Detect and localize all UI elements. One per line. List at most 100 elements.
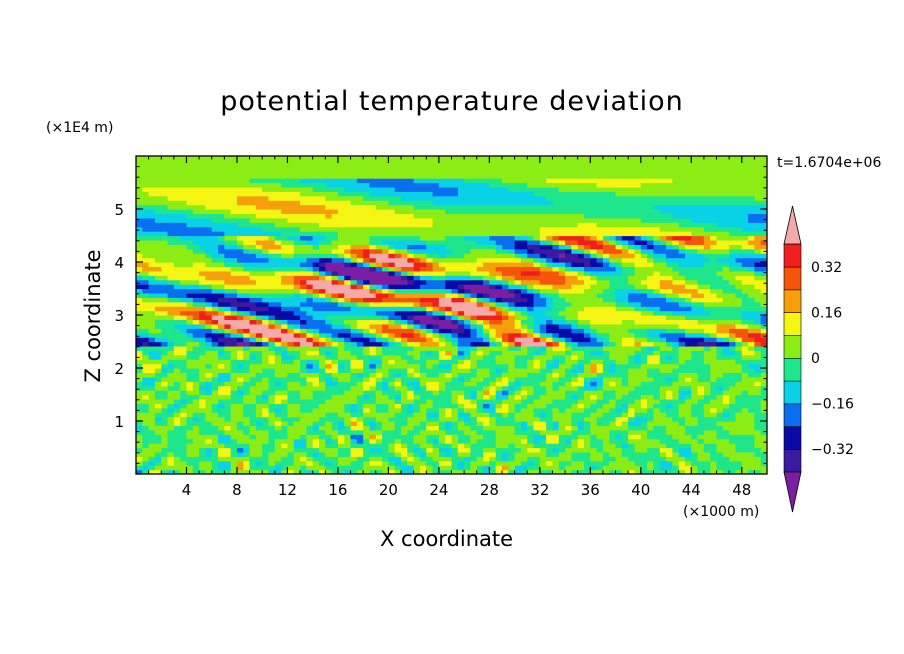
contour-cell (464, 292, 472, 298)
contour-cell (382, 376, 389, 382)
contour-cell (167, 270, 175, 276)
contour-cell (577, 292, 585, 298)
contour-cell (419, 443, 427, 449)
contour-cell (596, 372, 604, 378)
contour-cell (501, 297, 509, 303)
contour-cell (287, 465, 295, 471)
contour-cell (653, 301, 661, 307)
contour-cell (615, 381, 623, 387)
contour-cell (382, 345, 389, 351)
contour-cell (255, 359, 263, 365)
contour-cell (306, 266, 314, 272)
contour-cell (407, 275, 415, 281)
contour-cell (558, 323, 566, 329)
contour-cell (527, 469, 535, 474)
contour-cell (337, 350, 345, 356)
contour-cell (464, 319, 472, 325)
contour-cell (148, 288, 156, 294)
contour-cell (407, 438, 415, 444)
contour-cell (722, 407, 730, 413)
contour-cell (577, 416, 585, 422)
contour-cell (748, 323, 755, 329)
contour-cell (678, 306, 686, 312)
contour-cell (407, 350, 415, 356)
contour-cell (647, 363, 655, 369)
contour-cell (243, 253, 251, 259)
contour-cell (344, 390, 352, 396)
contour-cell (199, 345, 207, 351)
contour-cell (419, 416, 427, 422)
contour-cell (520, 429, 528, 435)
contour-cell (350, 315, 358, 321)
contour-cell (615, 456, 623, 462)
contour-cell (243, 412, 251, 418)
contour-cell (647, 337, 655, 343)
contour-cell (653, 332, 661, 338)
contour-cell (344, 407, 352, 413)
contour-cell (571, 403, 579, 409)
contour-cell (148, 284, 156, 290)
contour-cell (552, 275, 560, 281)
contour-cell (432, 301, 440, 307)
contour-cell (312, 359, 320, 365)
contour-cell (306, 319, 314, 325)
contour-cell (293, 438, 301, 444)
contour-cell (501, 465, 509, 471)
contour-cell (735, 332, 743, 338)
contour-cell (394, 279, 402, 285)
contour-cell (306, 451, 314, 457)
contour-cell (501, 429, 509, 435)
contour-cell (457, 270, 465, 276)
contour-cell (584, 368, 591, 374)
contour-cell (584, 394, 591, 400)
contour-cell (590, 297, 598, 303)
contour-cell (262, 429, 270, 435)
contour-cell (527, 301, 535, 307)
contour-cell (697, 345, 705, 351)
contour-cell (716, 451, 724, 457)
contour-cell (501, 345, 509, 351)
contour-cell (634, 443, 642, 449)
contour-cell (584, 407, 591, 413)
contour-cell (754, 292, 762, 298)
contour-cell (483, 319, 490, 325)
contour-cell (356, 301, 364, 307)
contour-cell (571, 425, 579, 431)
contour-cell (325, 270, 333, 276)
contour-cell (394, 416, 402, 422)
contour-cell (741, 262, 749, 268)
contour-cell (748, 390, 755, 396)
contour-cell (590, 306, 598, 312)
contour-cell (180, 390, 188, 396)
contour-cell (754, 469, 762, 474)
contour-cell (457, 315, 465, 321)
contour-cell (136, 421, 143, 427)
contour-cell (287, 323, 295, 329)
contour-cell (154, 385, 162, 391)
contour-cell (268, 421, 276, 427)
contour-cell (457, 403, 465, 409)
contour-cell (438, 262, 446, 268)
contour-cell (224, 257, 232, 263)
contour-cell (470, 292, 478, 298)
contour-cell (337, 284, 345, 290)
contour-cell (640, 443, 648, 449)
contour-cell (470, 337, 478, 343)
contour-cell (735, 262, 743, 268)
contour-cell (565, 407, 572, 413)
contour-cell (741, 429, 749, 435)
contour-cell (243, 284, 251, 290)
contour-cell (729, 257, 737, 263)
contour-cell (552, 456, 560, 462)
contour-cell (483, 328, 490, 334)
contour-cell (300, 319, 307, 325)
contour-cell (735, 301, 743, 307)
contour-cell (558, 332, 566, 338)
contour-cell (666, 469, 673, 474)
contour-cell (539, 412, 547, 418)
contour-cell (142, 270, 150, 276)
contour-cell (647, 284, 655, 290)
contour-cell (445, 469, 453, 474)
contour-cell (672, 394, 680, 400)
contour-cell (394, 429, 402, 435)
